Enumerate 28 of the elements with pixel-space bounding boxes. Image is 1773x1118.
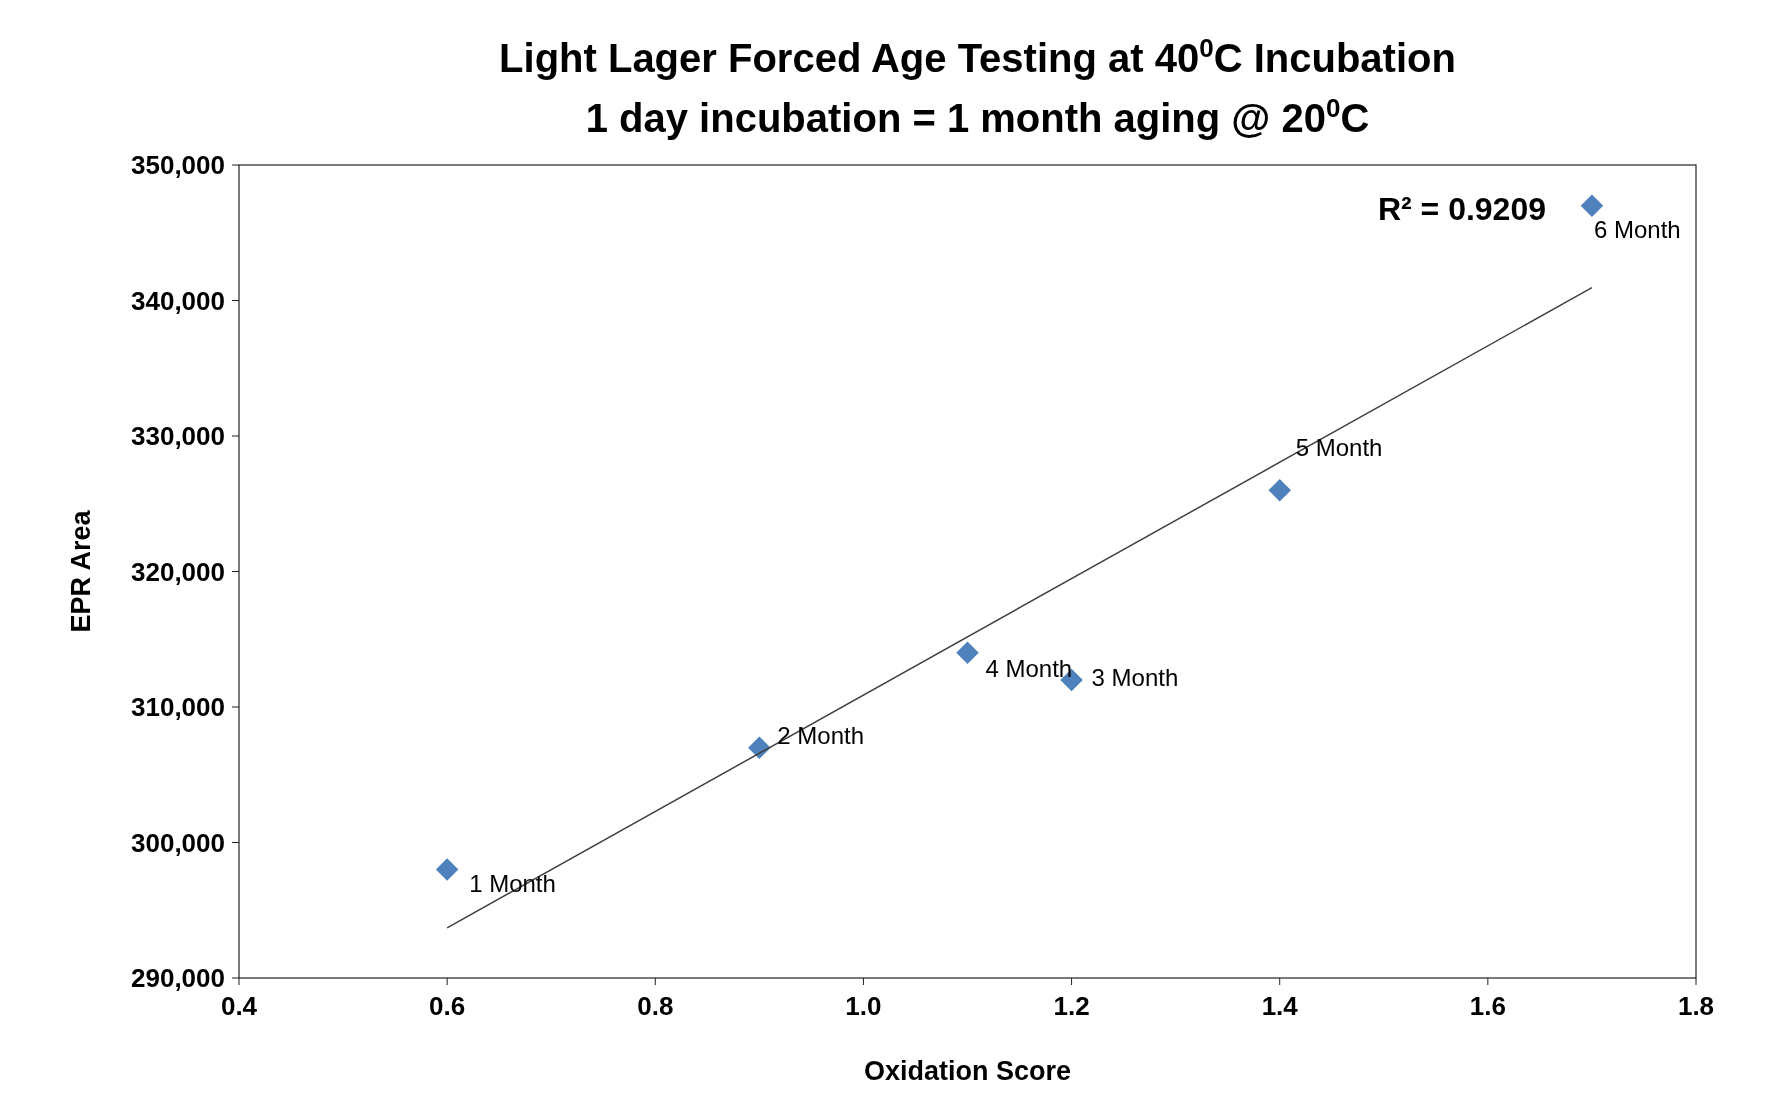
y-tick-label: 350,000	[131, 150, 225, 180]
y-tick-label: 340,000	[131, 285, 225, 316]
point	[956, 641, 979, 665]
y-tick-label: 310,000	[131, 692, 225, 722]
x-tick-label: 0.4	[220, 991, 258, 1021]
y-tick-label: 290,000	[131, 963, 225, 993]
x-tick-label: 1.0	[845, 991, 882, 1021]
x-tick-label: 0.8	[637, 991, 674, 1021]
x-tick-label: 0.6	[429, 991, 466, 1021]
annotation: R² = 0.9209	[1377, 191, 1546, 227]
y-tick-label: 320,000	[131, 556, 225, 587]
annotation: 4 Month	[985, 654, 1073, 682]
point	[748, 736, 771, 759]
x-tick-label: 1.8	[1677, 991, 1715, 1021]
chart-title: Light Lager Forced Age Testing at 40$^{0}$C Incubation	[499, 33, 1456, 80]
point	[1580, 194, 1604, 217]
point	[435, 858, 459, 881]
x-axis-title: Oxidation Score	[863, 1056, 1072, 1086]
annotation: 6 Month	[1593, 215, 1681, 243]
x-tick-label: 1.6	[1469, 991, 1506, 1021]
x-tick-label: 1.4	[1261, 991, 1299, 1021]
chart-subtitle: 1 day incubation = 1 month aging @ 20$^{0}$C	[585, 93, 1370, 140]
y-tick-label: 330,000	[131, 421, 225, 451]
annotation: 3 Month	[1091, 663, 1179, 691]
y-tick-label: 300,000	[131, 827, 225, 858]
x-tick-label: 1.2	[1053, 991, 1090, 1021]
point	[1268, 478, 1291, 502]
y-axis-title: EPR Area	[66, 509, 96, 633]
